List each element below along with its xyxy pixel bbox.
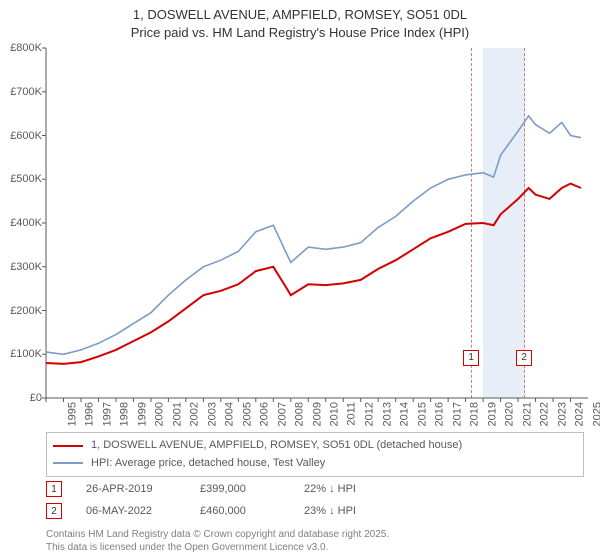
legend-box: 1, DOSWELL AVENUE, AMPFIELD, ROMSEY, SO5…: [46, 432, 584, 477]
title-line-2: Price paid vs. HM Land Registry's House …: [0, 24, 600, 42]
sale-price-2: £460,000: [200, 505, 280, 517]
legend-text-red: 1, DOSWELL AVENUE, AMPFIELD, ROMSEY, SO5…: [91, 437, 462, 455]
sale-badge-1: 1: [46, 481, 62, 497]
sale-delta-1: 22% ↓ HPI: [304, 483, 356, 495]
y-axis-label: £400K: [0, 217, 42, 229]
y-axis-label: £600K: [0, 130, 42, 142]
y-axis-label: £300K: [0, 261, 42, 273]
y-axis-label: £800K: [0, 42, 42, 54]
footer: Contains HM Land Registry data © Crown c…: [46, 528, 389, 554]
plot-region: £0£100K£200K£300K£400K£500K£600K£700K£80…: [46, 48, 588, 398]
legend-swatch-blue: [53, 462, 83, 464]
y-axis-label: £100K: [0, 348, 42, 360]
sales-table: 1 26-APR-2019 £399,000 22% ↓ HPI 2 06-MA…: [46, 478, 356, 522]
sale-date-2: 06-MAY-2022: [86, 505, 176, 517]
sale-badge-2: 2: [46, 503, 62, 519]
sale-date-1: 26-APR-2019: [86, 483, 176, 495]
footer-line-1: Contains HM Land Registry data © Crown c…: [46, 528, 389, 541]
footer-line-2: This data is licensed under the Open Gov…: [46, 541, 389, 554]
title-line-1: 1, DOSWELL AVENUE, AMPFIELD, ROMSEY, SO5…: [0, 6, 600, 24]
y-axis-label: £500K: [0, 173, 42, 185]
sales-row-1: 1 26-APR-2019 £399,000 22% ↓ HPI: [46, 478, 356, 500]
chart-container: 1, DOSWELL AVENUE, AMPFIELD, ROMSEY, SO5…: [0, 0, 600, 560]
y-axis-label: £200K: [0, 305, 42, 317]
chart-area: £0£100K£200K£300K£400K£500K£600K£700K£80…: [46, 48, 588, 418]
legend-item-blue: HPI: Average price, detached house, Test…: [53, 455, 577, 473]
sale-marker-2: 2: [516, 350, 532, 366]
series-blue: [46, 116, 581, 354]
y-axis-label: £0: [0, 392, 42, 404]
sale-delta-2: 23% ↓ HPI: [304, 505, 356, 517]
legend-item-red: 1, DOSWELL AVENUE, AMPFIELD, ROMSEY, SO5…: [53, 437, 577, 455]
series-red: [46, 184, 581, 364]
legend-text-blue: HPI: Average price, detached house, Test…: [91, 455, 325, 473]
sale-marker-1: 1: [463, 350, 479, 366]
y-axis-label: £700K: [0, 86, 42, 98]
legend-swatch-red: [53, 445, 83, 447]
line-series-svg: [46, 48, 588, 398]
sale-price-1: £399,000: [200, 483, 280, 495]
chart-title: 1, DOSWELL AVENUE, AMPFIELD, ROMSEY, SO5…: [0, 0, 600, 41]
sales-row-2: 2 06-MAY-2022 £460,000 23% ↓ HPI: [46, 500, 356, 522]
